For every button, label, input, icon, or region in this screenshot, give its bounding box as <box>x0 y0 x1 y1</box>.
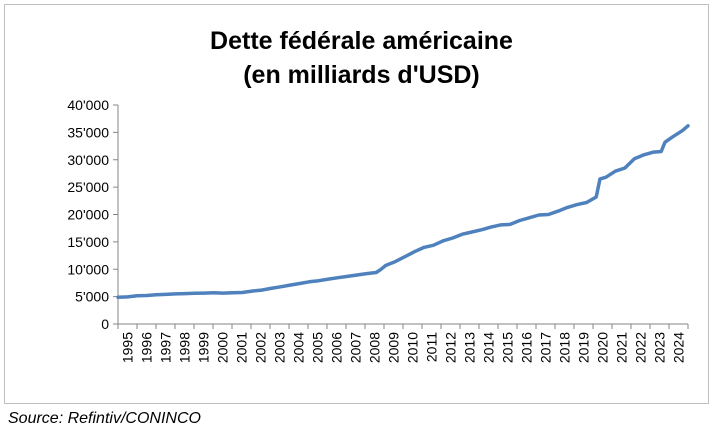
x-tick-label: 2003 <box>272 332 288 363</box>
x-tick-label: 2015 <box>500 332 516 363</box>
series-line <box>116 124 690 299</box>
x-tick-label: 2005 <box>310 332 326 363</box>
x-tick-label: 2002 <box>253 332 269 363</box>
x-tick-label: 1996 <box>139 332 155 363</box>
x-tick-label: 2018 <box>557 332 573 363</box>
y-tick-label: 20'000 <box>67 207 109 223</box>
y-tick-label: 5'000 <box>75 289 109 305</box>
x-tick-label: 2004 <box>291 332 307 363</box>
x-tick-label: 1995 <box>120 332 136 363</box>
x-tick-label: 2017 <box>538 332 554 363</box>
chart-title-block: Dette fédérale américaine (en milliards … <box>0 24 723 92</box>
x-tick-label: 2001 <box>234 332 250 363</box>
chart-title: Dette fédérale américaine <box>210 27 513 55</box>
x-tick-label: 2024 <box>671 332 687 363</box>
x-tick-label: 1997 <box>158 332 174 363</box>
y-tick-label: 40'000 <box>67 97 109 113</box>
x-tick-label: 2010 <box>405 332 421 363</box>
x-tick-label: 2023 <box>652 332 668 363</box>
chart-subtitle: (en milliards d'USD) <box>243 61 480 89</box>
x-tick-label: 2012 <box>443 332 459 363</box>
x-tick-label: 2013 <box>462 332 478 363</box>
x-tick-label: 2020 <box>595 332 611 363</box>
x-tick-label: 2009 <box>386 332 402 363</box>
x-axis: 1995 1996 1997 1998 1999 2000 2001 2002 2003 2004… <box>117 323 689 363</box>
y-tick-label: 25'000 <box>67 179 109 195</box>
y-tick-label: 10'000 <box>67 261 109 277</box>
y-tick-label: 0 <box>101 316 109 332</box>
x-tick-label: 1999 <box>196 332 212 363</box>
y-tick-label: 35'000 <box>67 124 109 140</box>
x-tick-label: 2021 <box>614 332 630 363</box>
chart-frame <box>4 4 709 404</box>
x-tick-label: 2014 <box>481 332 497 363</box>
x-tick-label: 2022 <box>633 332 649 363</box>
x-tick-label: 2011 <box>424 332 440 362</box>
x-tick-label: 1998 <box>177 332 193 363</box>
y-tick-label: 15'000 <box>67 234 109 250</box>
y-tick-label: 30'000 <box>67 152 109 168</box>
x-tick-label: 2006 <box>329 332 345 363</box>
x-tick-label: 2008 <box>367 332 383 363</box>
x-tick-label: 2000 <box>215 332 231 363</box>
x-tick-label: 2007 <box>348 332 364 363</box>
source-note: Source: Refintiv/CONINCO <box>8 410 201 427</box>
series-layer <box>116 124 690 299</box>
x-tick-label: 2019 <box>576 332 592 363</box>
y-axis: 0 5'000 10'000 15'000 20'000 25'000 30'000 35'0… <box>67 97 119 332</box>
x-tick-label: 2016 <box>519 332 535 363</box>
